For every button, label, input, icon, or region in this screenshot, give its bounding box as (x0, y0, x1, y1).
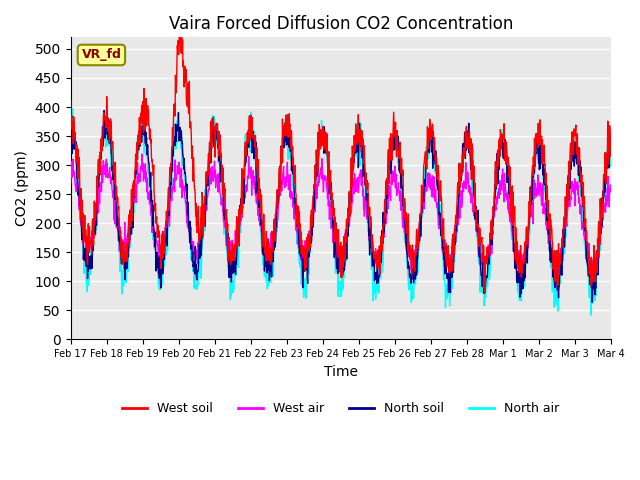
Y-axis label: CO2 (ppm): CO2 (ppm) (15, 150, 29, 226)
Legend: West soil, West air, North soil, North air: West soil, West air, North soil, North a… (117, 397, 564, 420)
X-axis label: Time: Time (324, 365, 358, 379)
Title: Vaira Forced Diffusion CO2 Concentration: Vaira Forced Diffusion CO2 Concentration (169, 15, 513, 33)
Text: VR_fd: VR_fd (81, 48, 122, 61)
